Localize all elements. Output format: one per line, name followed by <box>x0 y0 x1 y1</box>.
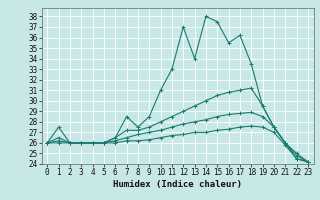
X-axis label: Humidex (Indice chaleur): Humidex (Indice chaleur) <box>113 180 242 189</box>
